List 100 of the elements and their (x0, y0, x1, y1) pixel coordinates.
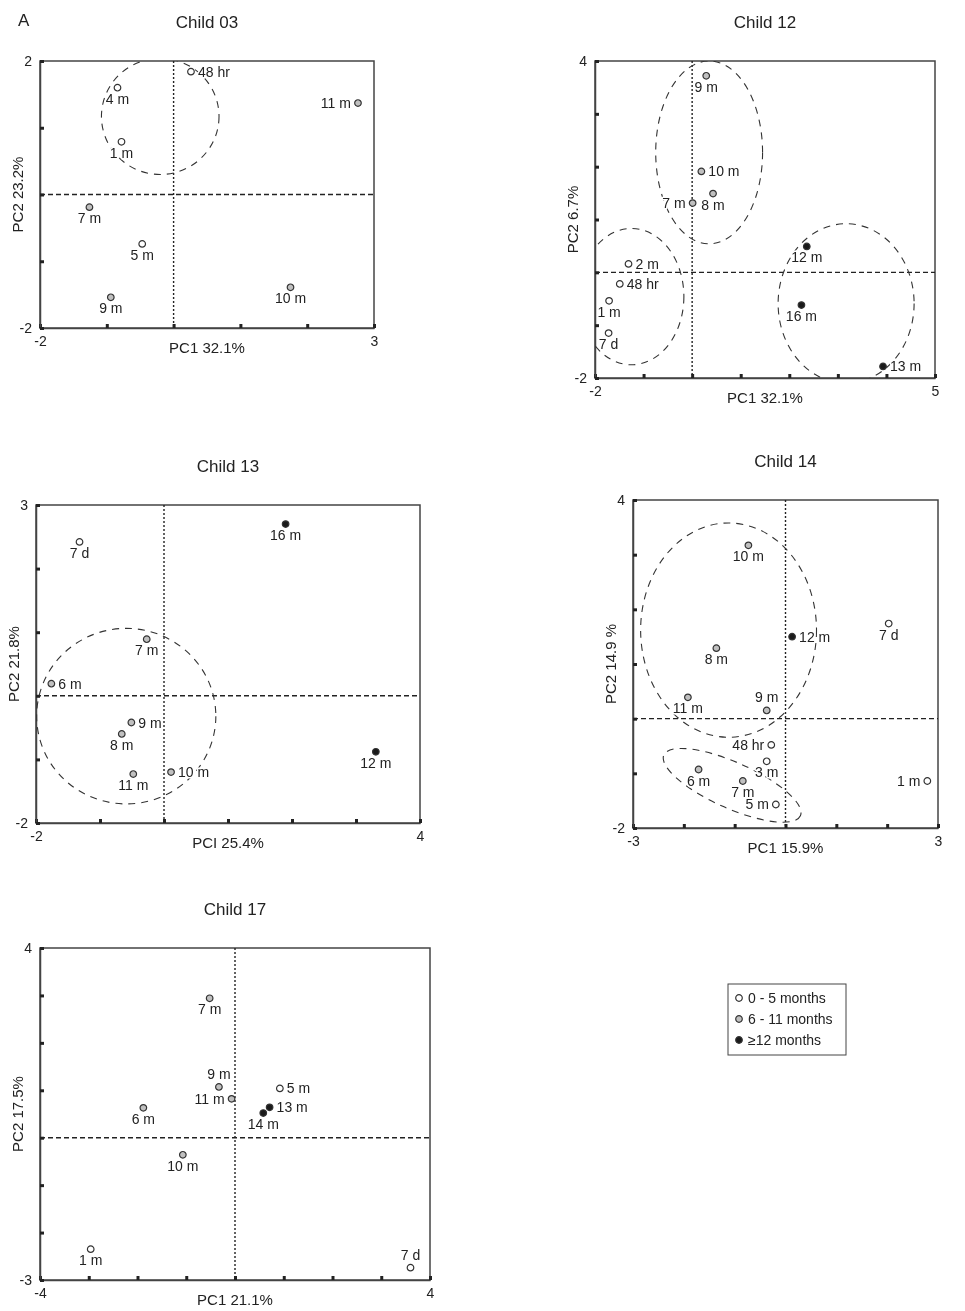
point (767, 741, 776, 749)
annotation: 9 m (99, 300, 123, 317)
point (684, 693, 692, 702)
point (227, 1094, 236, 1103)
annotation: 7 d (69, 544, 90, 561)
point (712, 644, 721, 653)
legend-label: 0 - 5 months (748, 990, 826, 1006)
chart-title: Child 03 (175, 13, 239, 32)
point (275, 1084, 284, 1093)
point (709, 189, 717, 198)
annotation: 11 m (320, 95, 351, 112)
annotation: 9 m (138, 714, 162, 731)
point (138, 240, 147, 248)
chart-title: Child 17 (203, 900, 267, 919)
point (605, 296, 613, 305)
annotation: 16 m (270, 527, 302, 544)
point (923, 777, 932, 785)
point (604, 329, 613, 337)
y-tick-label: 2 (24, 52, 33, 69)
point (879, 362, 887, 371)
annotation: 7 m (135, 642, 159, 659)
point (286, 283, 295, 292)
point (406, 1263, 415, 1272)
annotation: 12 m (799, 628, 831, 645)
annotation: 11 m (672, 700, 703, 717)
point (788, 632, 796, 641)
text: A (18, 11, 30, 30)
x-axis-title: PC1 21.1% (197, 1291, 273, 1308)
y-axis-title: PC2 14.9 % (602, 623, 619, 705)
annotation: 16 m (785, 308, 817, 325)
y-tick-label: -3 (19, 1271, 33, 1288)
x-axis-title: PC1 32.1% (727, 389, 803, 406)
x-axis-title: PC1 15.9% (747, 839, 824, 856)
annotation: 1 m (109, 144, 134, 161)
point (702, 71, 711, 80)
point (738, 777, 747, 785)
point (75, 538, 84, 546)
annotation: 6 m (131, 1110, 156, 1127)
point (187, 67, 195, 76)
y-tick-label: -2 (15, 814, 29, 831)
point (127, 718, 136, 727)
point (744, 541, 753, 550)
annotation: 12 m (360, 754, 392, 771)
annotation: 6 m (58, 675, 82, 692)
point (139, 1103, 148, 1112)
x-axis-title: PCI 25.4% (192, 834, 264, 851)
point (178, 1150, 187, 1159)
point (106, 293, 115, 302)
annotation: 7 d (598, 336, 619, 353)
point (205, 994, 214, 1003)
annotation: 8 m (704, 651, 729, 668)
point (167, 768, 175, 776)
annotation: 10 m (178, 764, 210, 781)
x-tick-label: -4 (34, 1284, 47, 1301)
chart-title: Child 14 (754, 452, 817, 471)
y-axis-title: PC2 21.8% (5, 626, 22, 702)
point (694, 765, 703, 774)
point (688, 199, 697, 208)
annotation: 5 m (286, 1080, 311, 1097)
annotation: 1 m (597, 303, 621, 320)
annotation: 6 m (686, 772, 711, 789)
annotation: 13 m (276, 1099, 308, 1116)
chart-title: Child 13 (196, 457, 260, 476)
annotation: 11 m (194, 1090, 225, 1107)
annotation: 48 hr (197, 63, 231, 80)
legend-label: ≥12 months (748, 1032, 822, 1048)
annotation: 13 m (890, 358, 922, 375)
x-tick-label: -3 (627, 832, 640, 849)
annotation: 8 m (701, 196, 725, 213)
annotation: 9 m (207, 1065, 231, 1082)
annotation: 1 m (896, 772, 921, 789)
x-tick-label: 4 (416, 827, 425, 844)
y-axis-title: PC2 23.2% (9, 156, 26, 233)
annotation: 10 m (167, 1157, 199, 1174)
annotation: 5 m (130, 246, 154, 263)
point (354, 99, 362, 107)
point (771, 800, 780, 809)
x-tick-label: 3 (934, 832, 943, 849)
y-axis-title: PC2 6.7% (564, 185, 581, 254)
annotation: 1 m (79, 1252, 103, 1269)
point (797, 301, 806, 309)
annotation: 10 m (732, 548, 764, 565)
annotation: 2 m (635, 255, 659, 272)
annotation: 11 m (118, 777, 149, 794)
point (265, 1103, 274, 1112)
y-tick-label: 4 (24, 939, 33, 956)
annotation: 7 m (197, 1001, 222, 1018)
point (624, 260, 633, 268)
point (697, 167, 706, 176)
annotation: 10 m (708, 163, 740, 180)
point (85, 203, 94, 212)
point (113, 83, 122, 92)
legend-label: 6 - 11 months (748, 1011, 833, 1027)
point (117, 730, 126, 738)
point (615, 280, 624, 288)
annotation: 9 m (755, 689, 779, 706)
x-tick-label: 5 (931, 382, 940, 399)
point (129, 770, 138, 778)
point (86, 1245, 95, 1254)
y-tick-label: 3 (20, 496, 29, 513)
